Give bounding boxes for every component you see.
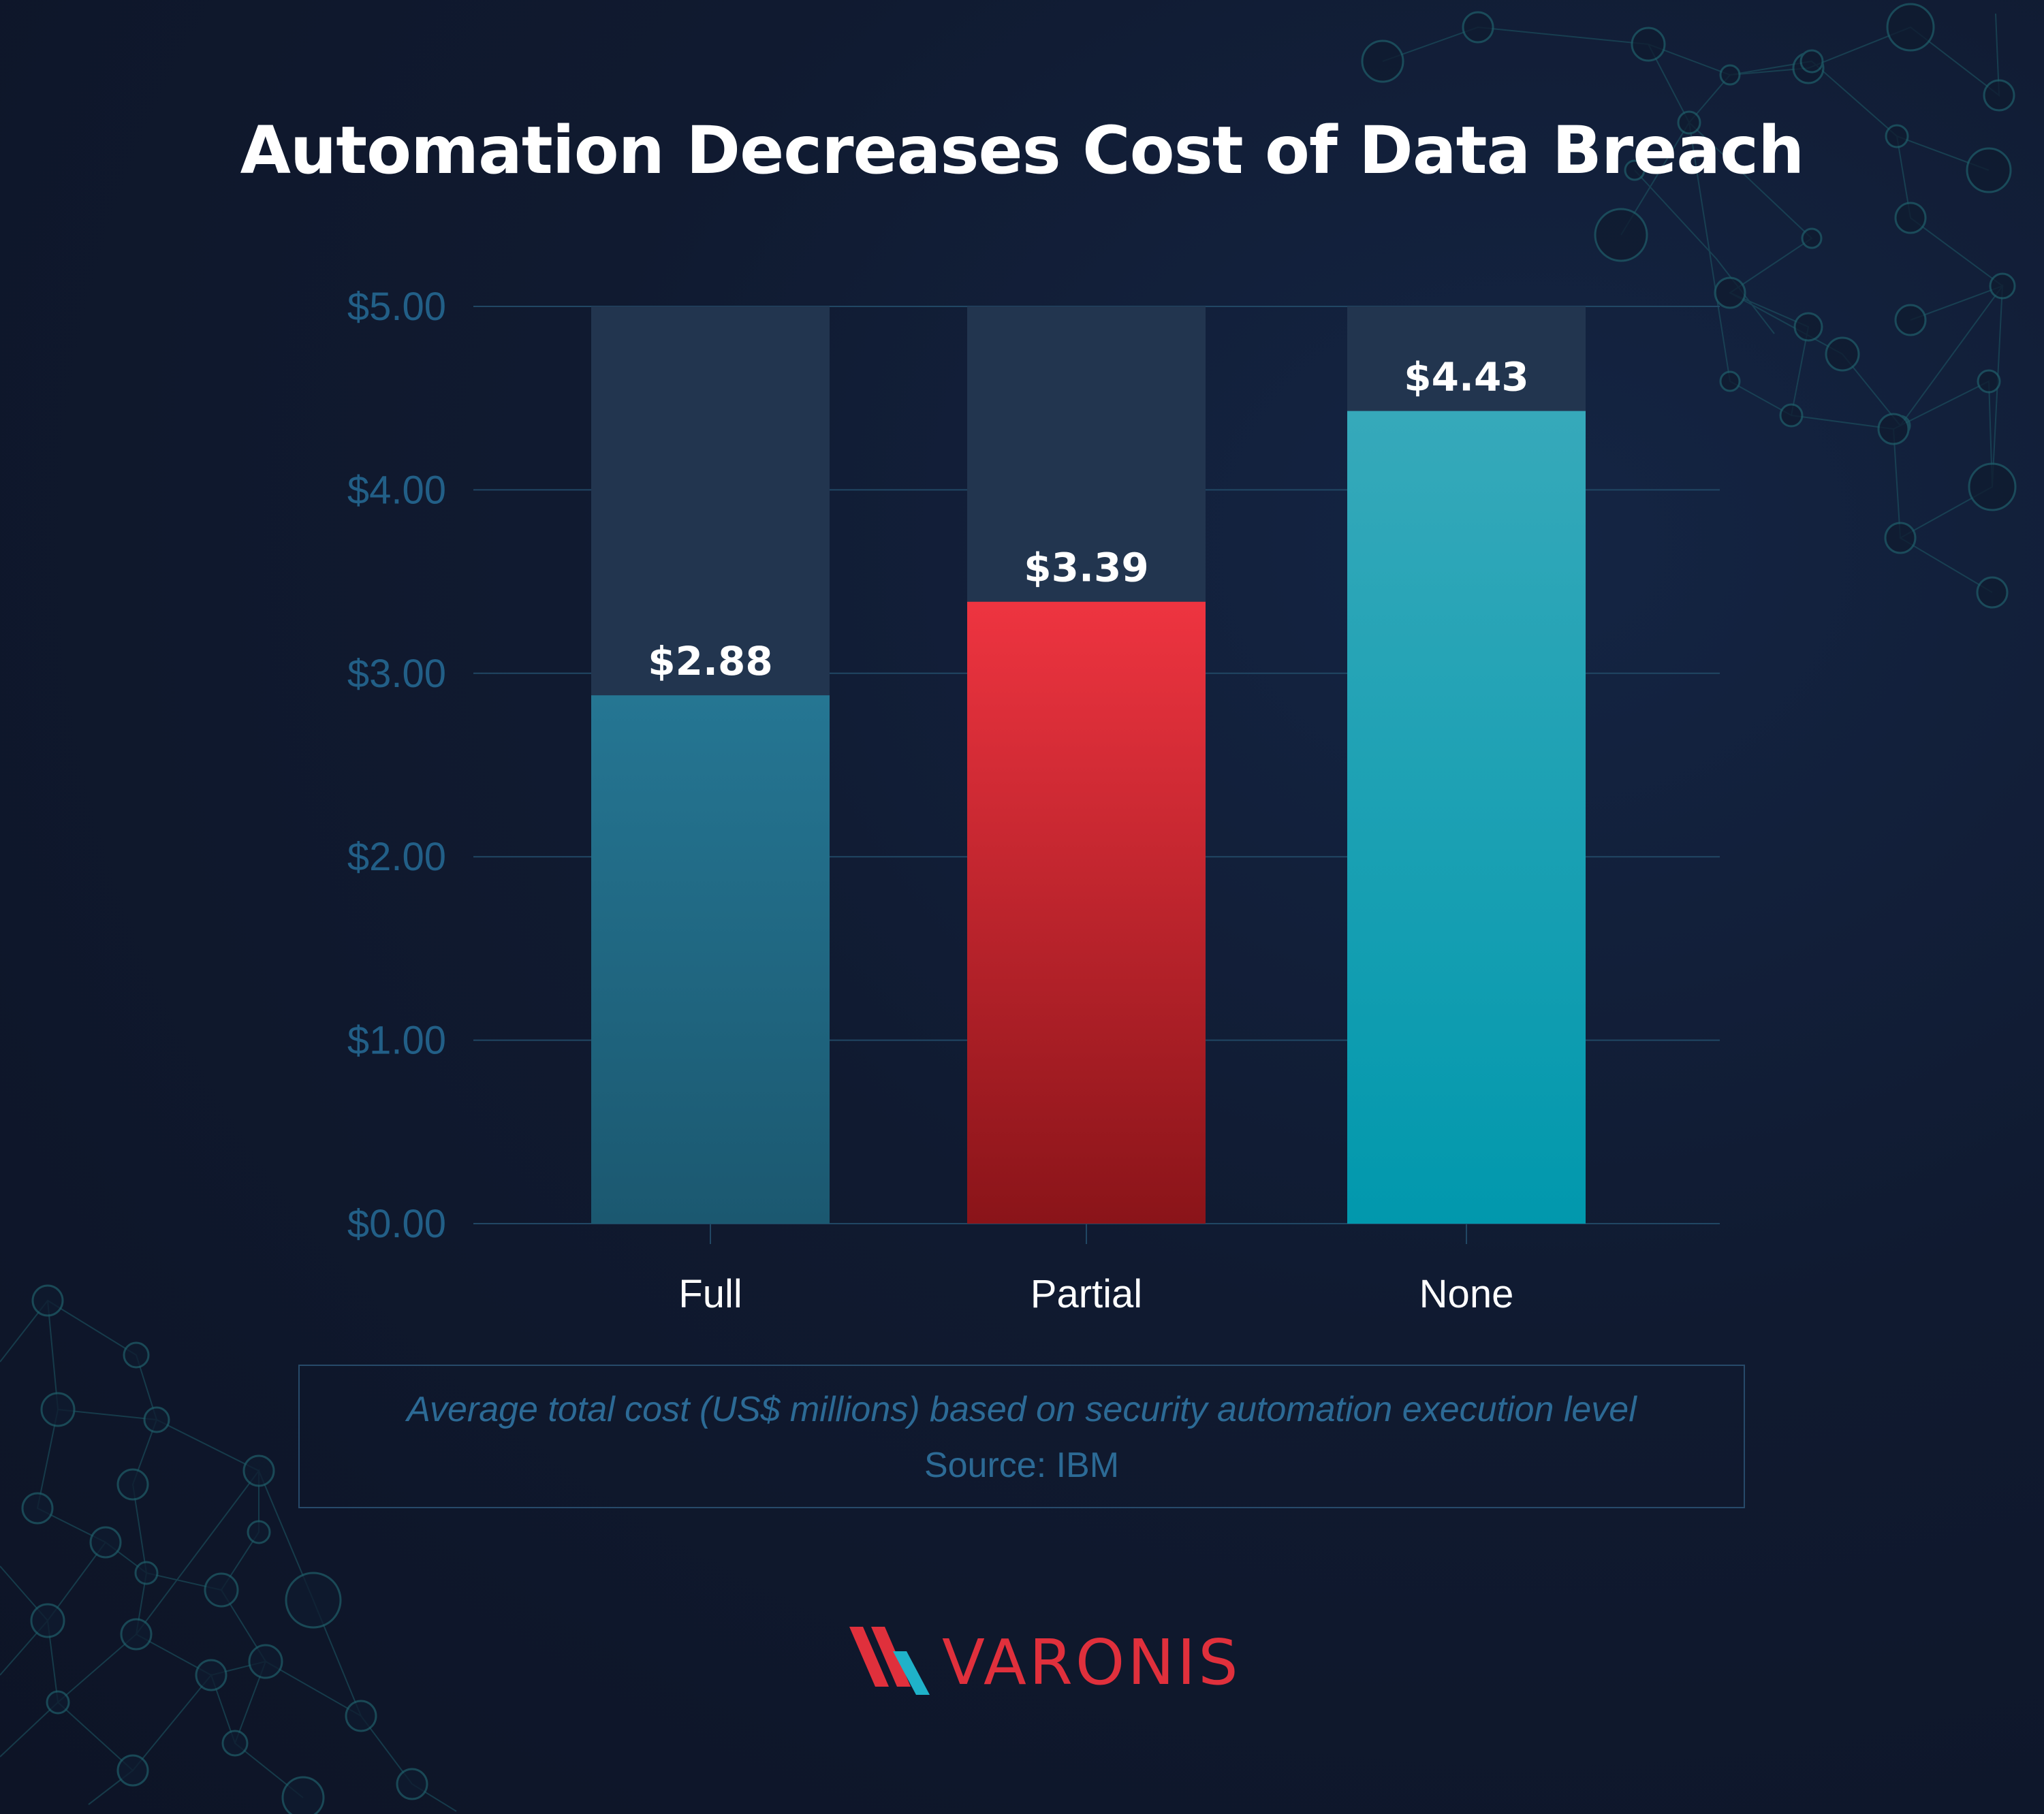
y-tick-label: $2.00: [347, 835, 446, 879]
bar-value-label: $4.43: [1404, 354, 1528, 400]
varonis-logo: VARONIS: [848, 1624, 1243, 1699]
bar-none: [1347, 411, 1586, 1224]
x-axis-category-labels: Full Partial None: [678, 1272, 1513, 1316]
y-tick-label: $0.00: [347, 1202, 446, 1246]
y-tick-label: $1.00: [347, 1019, 446, 1063]
chart-title: Automation Decreases Cost of Data Breach: [240, 112, 1805, 189]
bar-partial: [967, 601, 1206, 1224]
x-category-label: Full: [678, 1272, 742, 1316]
y-axis-tick-labels: $0.00 $1.00 $2.00 $3.00 $4.00 $5.00: [347, 285, 446, 1246]
y-tick-label: $5.00: [347, 285, 446, 329]
y-tick-label: $4.00: [347, 468, 446, 512]
varonis-logo-text: VARONIS: [942, 1626, 1241, 1699]
x-category-label: Partial: [1031, 1272, 1142, 1316]
x-axis-tick-marks: [710, 1224, 1467, 1244]
bars: $2.88 $3.39 $4.43: [591, 306, 1586, 1224]
chart-caption: Average total cost (US$ millions) based …: [407, 1390, 1637, 1429]
bar-value-label: $3.39: [1024, 545, 1148, 591]
y-tick-label: $3.00: [347, 652, 446, 696]
bar-value-label: $2.88: [648, 638, 772, 684]
chart-source: Source: IBM: [924, 1446, 1120, 1485]
x-category-label: None: [1419, 1272, 1514, 1316]
bar-full: [591, 695, 830, 1224]
varonis-logo-mark-icon: [849, 1627, 930, 1695]
caption-box: Average total cost (US$ millions) based …: [298, 1365, 1745, 1508]
